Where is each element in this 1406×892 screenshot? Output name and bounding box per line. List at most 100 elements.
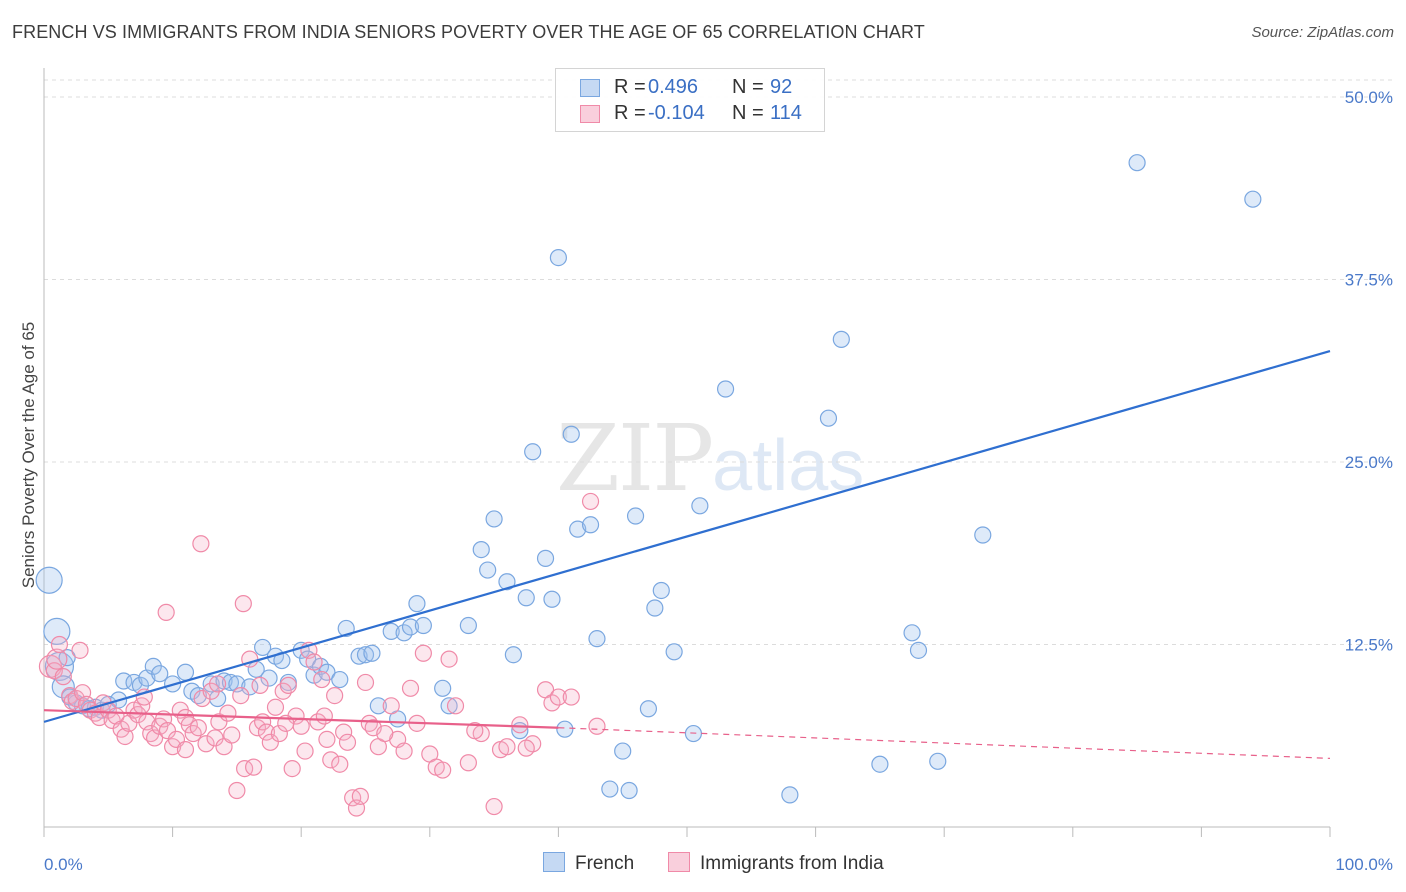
french-point (556, 720, 574, 738)
india-point (356, 673, 375, 692)
india-point (192, 535, 210, 553)
french-point (260, 669, 278, 687)
india-point (209, 675, 227, 693)
legend-r-label: R = (614, 76, 646, 98)
y-tick-label: 12.5% (1345, 636, 1393, 655)
french-point (614, 742, 632, 760)
french-point (485, 510, 503, 528)
french-point (536, 549, 555, 567)
india-point (157, 603, 175, 621)
french-point (974, 526, 992, 544)
india-point (158, 722, 177, 740)
french-point (498, 573, 516, 591)
legend-n-value: 92 (770, 76, 793, 98)
india-point (266, 698, 285, 716)
india-point (588, 717, 606, 735)
french-point (356, 646, 375, 664)
india-point (511, 716, 529, 734)
french-point (909, 641, 928, 659)
india-point (223, 726, 241, 744)
legend-row-india: R = -0.104 N = 114 (556, 102, 824, 126)
series-legend: French Immigrants from India (0, 852, 1406, 878)
french-point (459, 616, 477, 635)
stats-legend: R = 0.496 N = 92 R = -0.104 N = 114 (555, 68, 825, 132)
india-point (326, 686, 344, 705)
legend-label-french: French (575, 853, 635, 874)
india-point (376, 724, 394, 743)
french-point (517, 589, 535, 607)
india-point (318, 730, 336, 749)
india-point (485, 797, 503, 816)
india-point (270, 724, 288, 743)
india-point (401, 679, 420, 697)
india-point (257, 723, 276, 741)
french-point (639, 700, 658, 718)
french-point (781, 786, 799, 804)
french-point (562, 425, 580, 443)
india-point (466, 722, 484, 740)
y-axis-title: Seniors Poverty Over the Age of 65 (19, 322, 38, 588)
legend-swatch-french (543, 852, 565, 872)
legend-swatch-french (580, 79, 600, 97)
india-point (232, 686, 250, 705)
india-point (309, 713, 327, 731)
french-point (479, 561, 497, 579)
french-point (221, 673, 240, 692)
french-point (254, 638, 272, 657)
india-point (176, 741, 195, 759)
watermark-zip: ZIP (556, 405, 714, 512)
india-point (234, 595, 252, 613)
french-point (350, 647, 368, 665)
french-point (626, 507, 645, 525)
india-point (459, 754, 477, 772)
india-point (71, 641, 89, 659)
french-point (581, 516, 600, 534)
india-point (549, 688, 568, 706)
india-point (351, 787, 369, 805)
india-point (581, 492, 600, 511)
french-point (549, 249, 568, 267)
y-tick-label: 37.5% (1345, 271, 1393, 290)
india-point (305, 653, 323, 671)
india-point (197, 735, 215, 753)
india-point (219, 704, 237, 722)
india-point (446, 697, 465, 715)
french-point (202, 675, 220, 693)
y-tick-label: 50.0% (1345, 88, 1393, 107)
x-tick-label: 100.0% (1335, 855, 1393, 874)
legend-item-india: Immigrants from India (668, 852, 884, 875)
legend-swatch-india (580, 105, 600, 123)
x-tick-label: 0.0% (44, 855, 83, 874)
india-point (292, 717, 310, 735)
legend-swatch-india (668, 852, 690, 872)
chart-title: FRENCH VS IMMIGRANTS FROM INDIA SENIORS … (12, 22, 925, 42)
india-point (382, 697, 400, 715)
india-point (296, 742, 314, 760)
french-point (819, 409, 838, 427)
y-tick-label: 25.0% (1345, 453, 1393, 472)
india-point (283, 759, 301, 778)
india-point (206, 729, 224, 747)
india-point (434, 761, 452, 779)
india-point (120, 714, 138, 732)
india-point (331, 755, 349, 773)
india-trend-extension (558, 727, 1331, 759)
india-point (189, 719, 207, 737)
french-point (176, 663, 195, 681)
french-point (871, 755, 889, 773)
french-point (929, 752, 947, 770)
india-point (54, 668, 72, 686)
india-point (67, 689, 85, 708)
french-point (151, 665, 169, 683)
french-point (601, 780, 619, 798)
french-point (1244, 190, 1262, 208)
french-point (665, 643, 683, 661)
legend-label-india: Immigrants from India (700, 853, 884, 874)
french-point (569, 520, 587, 538)
french-point (369, 697, 387, 715)
french-point (382, 622, 400, 640)
legend-n-value: 114 (770, 102, 802, 124)
india-point (228, 781, 246, 800)
india-point (210, 713, 228, 731)
